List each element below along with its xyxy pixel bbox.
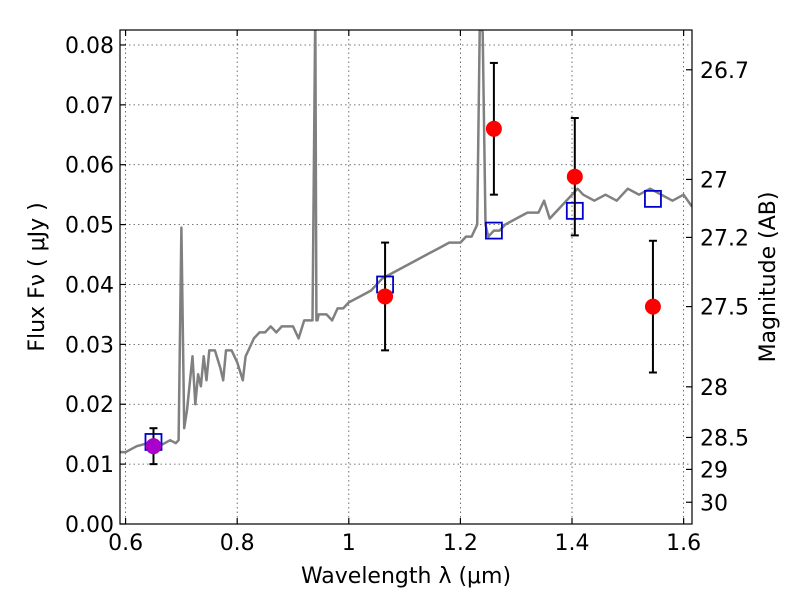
x-axis-title: Wavelength λ (μm) bbox=[301, 564, 511, 589]
right-tick-label: 27.5 bbox=[700, 296, 749, 321]
axis-ticks: 0.6 0.8 1 1.2 1.4 1.6 0.00 0.01 0.02 0.03 0.04 0.05… bbox=[65, 30, 749, 556]
photometry-layer bbox=[144, 61, 662, 466]
x-tick-label: 0.8 bbox=[220, 531, 255, 556]
model-photometry-square bbox=[484, 221, 503, 240]
y-tick-label: 0.02 bbox=[65, 393, 114, 418]
right-tick-label: 28 bbox=[700, 376, 728, 401]
x-tick-label: 1.4 bbox=[555, 531, 590, 556]
right-tick-label: 26.7 bbox=[700, 59, 749, 84]
y-tick-label: 0.03 bbox=[65, 333, 114, 358]
right-axis-title: Magnitude (AB) bbox=[756, 192, 781, 363]
observed-point bbox=[377, 288, 394, 305]
model-photometry-square bbox=[644, 189, 662, 208]
y-tick-label: 0.04 bbox=[65, 273, 114, 298]
y-tick-label: 0.00 bbox=[65, 513, 114, 538]
plot-frame bbox=[119, 29, 693, 525]
observed-point bbox=[145, 438, 162, 455]
y-tick-label: 0.06 bbox=[65, 154, 114, 179]
right-tick-label: 27.2 bbox=[700, 226, 749, 251]
x-tick-label: 1.6 bbox=[666, 531, 701, 556]
right-tick-label: 30 bbox=[700, 491, 728, 516]
y-tick-label: 0.01 bbox=[65, 453, 114, 478]
observed-point bbox=[566, 168, 583, 185]
right-tick-label: 27 bbox=[700, 168, 728, 193]
y-tick-label: 0.07 bbox=[65, 94, 114, 119]
right-tick-label: 29 bbox=[700, 458, 728, 483]
model-spectrum-line bbox=[120, 30, 692, 454]
y-tick-label: 0.05 bbox=[65, 214, 114, 239]
grid-lines bbox=[120, 30, 692, 525]
y-tick-label: 0.08 bbox=[65, 34, 114, 59]
observed-point bbox=[644, 298, 661, 315]
y-axis-title: Flux Fν ( μJy ) bbox=[25, 202, 50, 351]
x-tick-label: 1.2 bbox=[443, 531, 478, 556]
x-tick-label: 1 bbox=[342, 531, 356, 556]
x-tick-label: 0.6 bbox=[108, 531, 143, 556]
model-spectrum-layer bbox=[120, 30, 692, 454]
observed-point bbox=[485, 120, 502, 137]
right-tick-label: 28.5 bbox=[700, 426, 749, 451]
